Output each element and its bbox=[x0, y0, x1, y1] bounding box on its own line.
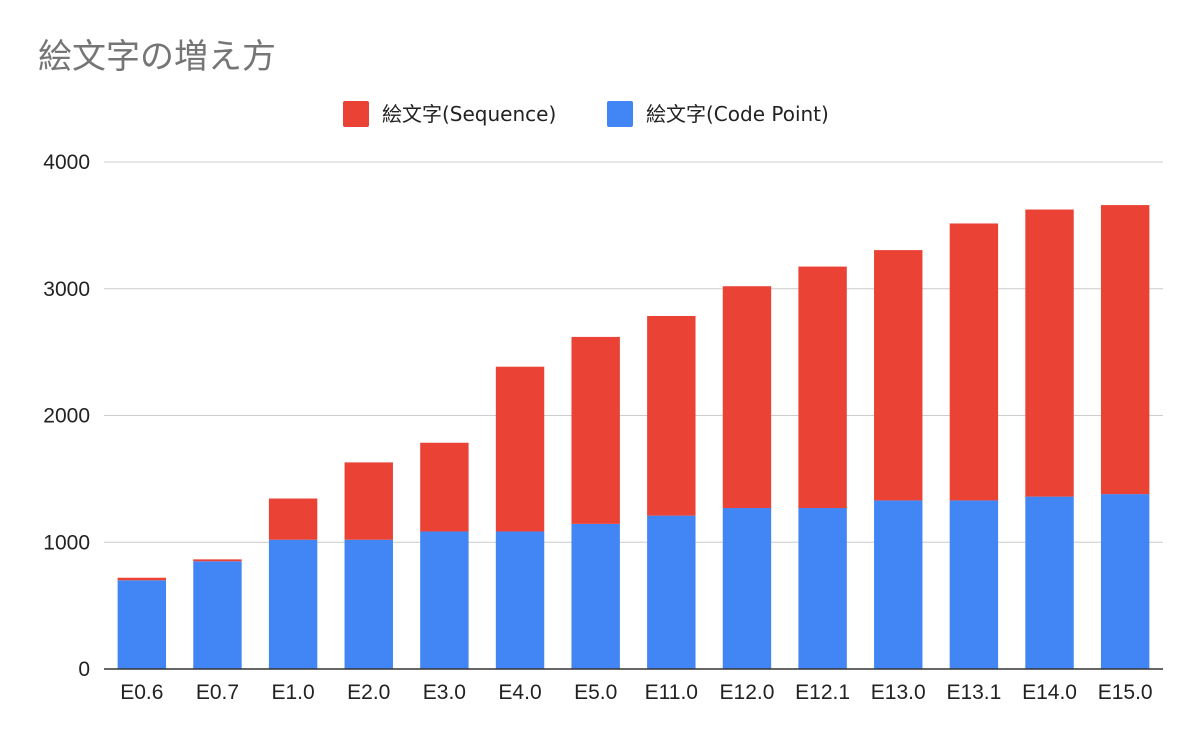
x-tick-label: E0.6 bbox=[120, 681, 163, 704]
bar-code-point bbox=[268, 539, 318, 669]
x-axis-ticks: E0.6 E0.7 E1.0 E2.0 E3.0 E4.0 E5.0 E11.0 E12.0 E1… bbox=[120, 681, 1152, 704]
bar-sequence bbox=[1100, 205, 1150, 495]
bar-code-point bbox=[344, 539, 393, 669]
gridlines bbox=[104, 161, 1163, 543]
y-tick-label: 1000 bbox=[43, 531, 90, 554]
bar-sequence bbox=[949, 223, 999, 501]
legend-swatch-sequence bbox=[343, 101, 369, 127]
bars bbox=[117, 205, 1150, 669]
x-tick-label: E12.1 bbox=[795, 681, 850, 704]
y-tick-label: 3000 bbox=[43, 278, 90, 301]
bar-sequence bbox=[193, 559, 242, 562]
x-tick-label: E13.0 bbox=[871, 681, 926, 704]
x-tick-label: E5.0 bbox=[574, 681, 617, 704]
x-tick-label: E3.0 bbox=[423, 681, 466, 704]
x-tick-label: E15.0 bbox=[1098, 681, 1153, 704]
x-tick-label: E12.0 bbox=[720, 681, 775, 704]
x-tick-label: E13.1 bbox=[946, 681, 1001, 704]
bar-code-point bbox=[798, 508, 847, 669]
legend-swatch-code-point bbox=[607, 101, 633, 127]
x-tick-label: E0.7 bbox=[196, 681, 239, 704]
legend: 絵文字(Sequence) 絵文字(Code Point) bbox=[343, 101, 829, 127]
y-tick-label: 0 bbox=[78, 658, 90, 681]
bar-sequence bbox=[571, 336, 620, 524]
bar-sequence bbox=[1025, 209, 1074, 497]
x-tick-label: E1.0 bbox=[272, 681, 315, 704]
chart-title: 絵文字の増え方 bbox=[38, 37, 276, 77]
y-axis-ticks: 0 1000 2000 3000 4000 bbox=[43, 151, 90, 681]
bar-sequence bbox=[268, 498, 318, 540]
bar-code-point bbox=[647, 515, 696, 669]
legend-label-code-point: 絵文字(Code Point) bbox=[646, 102, 829, 126]
x-tick-label: E4.0 bbox=[498, 681, 541, 704]
bar-code-point bbox=[874, 500, 923, 669]
legend-label-sequence: 絵文字(Sequence) bbox=[382, 102, 556, 126]
bar-code-point bbox=[420, 531, 469, 669]
bar-code-point bbox=[949, 500, 999, 669]
y-tick-label: 4000 bbox=[43, 151, 90, 174]
bar-sequence bbox=[344, 462, 393, 540]
x-tick-label: E2.0 bbox=[347, 681, 390, 704]
bar-code-point bbox=[571, 523, 620, 669]
bar-code-point bbox=[1100, 494, 1150, 669]
bar-code-point bbox=[495, 531, 545, 669]
y-tick-label: 2000 bbox=[43, 405, 90, 428]
bar-code-point bbox=[193, 561, 242, 669]
bar-sequence bbox=[798, 266, 847, 509]
x-tick-label: E11.0 bbox=[645, 681, 698, 704]
bar-sequence bbox=[495, 366, 545, 532]
bar-sequence bbox=[722, 286, 772, 509]
x-tick-label: E14.0 bbox=[1022, 681, 1077, 704]
bar-sequence bbox=[647, 316, 696, 516]
bar-code-point bbox=[722, 508, 772, 669]
bar-code-point bbox=[117, 580, 167, 669]
bar-sequence bbox=[117, 577, 167, 581]
bar-sequence bbox=[874, 250, 923, 501]
bar-sequence bbox=[420, 442, 469, 532]
bar-code-point bbox=[1025, 496, 1074, 669]
